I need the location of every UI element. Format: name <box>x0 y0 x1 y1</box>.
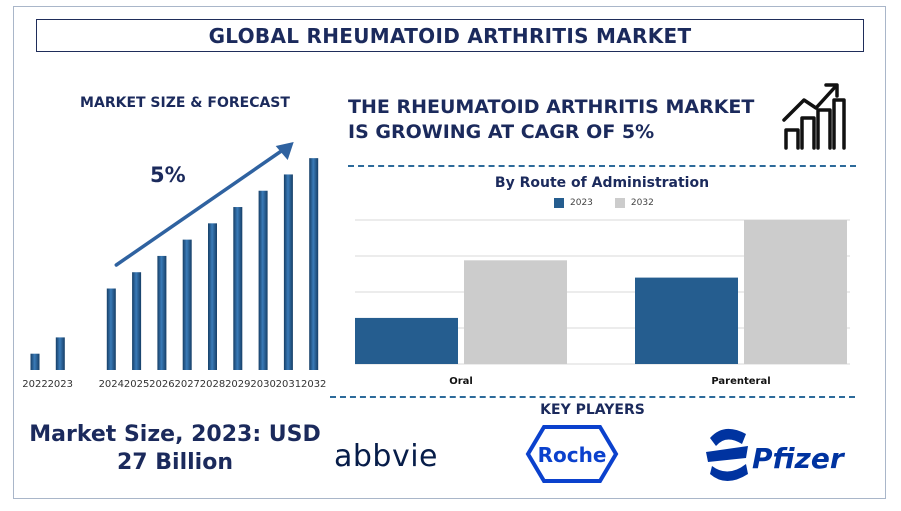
route-bar-parenteral-2032 <box>744 220 847 364</box>
outer-frame <box>13 6 886 499</box>
abbvie-wordmark: abbvie <box>334 439 438 474</box>
key-players-title: KEY PLAYERS <box>540 402 645 418</box>
route-tick-oral: Oral <box>449 376 473 387</box>
legend-swatch-2023 <box>554 198 564 208</box>
headline: THE RHEUMATOID ARTHRITIS MARKET IS GROWI… <box>348 96 755 143</box>
growth-chart-icon <box>782 83 846 150</box>
forecast-bar-2030 <box>258 190 268 370</box>
forecast-tick-2031: 2031 <box>276 379 301 390</box>
pfizer-logo: Pfizer <box>706 428 846 481</box>
forecast-tick-2030: 2030 <box>250 379 275 390</box>
abbvie-logo: abbvie <box>334 439 438 474</box>
route-bar-oral-2032 <box>464 260 567 364</box>
forecast-tick-2025: 2025 <box>124 379 149 390</box>
forecast-bar-2026 <box>157 255 167 370</box>
legend-label-2032: 2032 <box>630 198 654 208</box>
roche-wordmark: Roche <box>538 443 607 467</box>
forecast-bar-2031 <box>283 174 293 370</box>
route-tick-parenteral: Parenteral <box>711 376 770 387</box>
forecast-tick-2028: 2028 <box>200 379 225 390</box>
forecast-tick-2027: 2027 <box>174 379 199 390</box>
cagr-annotation: 5% <box>150 163 186 187</box>
forecast-tick-2032: 2032 <box>301 379 326 390</box>
forecast-tick-2024: 2024 <box>99 379 124 390</box>
forecast-bar-chart: 2022 2023 2024 2025 2026 2027 2028 2029 2030 2031… <box>22 142 326 390</box>
forecast-bar-2032 <box>309 158 319 370</box>
route-bar-parenteral-2023 <box>635 277 738 364</box>
forecast-bar-2023 <box>55 337 65 370</box>
forecast-bar-2029 <box>233 207 243 370</box>
trend-arrow-icon <box>114 142 294 267</box>
market-size-text: Market Size, 2023: USD 27 Billion <box>29 422 321 475</box>
roche-logo: Roche <box>525 425 619 483</box>
divider-top <box>348 165 856 167</box>
route-bar-oral-2023 <box>355 317 458 364</box>
legend-label-2023: 2023 <box>570 198 593 208</box>
forecast-bar-2022 <box>30 353 40 370</box>
forecast-subtitle: MARKET SIZE & FORECAST <box>80 95 290 111</box>
route-chart-title: By Route of Administration <box>494 175 710 191</box>
forecast-tick-2022: 2022 <box>22 379 47 390</box>
legend-swatch-2032 <box>614 198 625 208</box>
forecast-bar-2024 <box>106 288 116 370</box>
route-chart-legend: 2023 2032 <box>554 198 654 208</box>
divider-bottom <box>330 396 855 398</box>
forecast-bar-2028 <box>208 223 217 370</box>
forecast-tick-2029: 2029 <box>225 379 250 390</box>
forecast-bar-2025 <box>132 272 142 370</box>
legend-item-2023: 2023 <box>554 198 593 208</box>
forecast-tick-2026: 2026 <box>149 379 174 390</box>
pfizer-wordmark: Pfizer <box>752 442 846 475</box>
legend-item-2032: 2032 <box>614 198 654 208</box>
forecast-tick-2023: 2023 <box>48 379 73 390</box>
forecast-bar-2027 <box>182 239 192 370</box>
route-bar-chart: Oral Parenteral <box>355 219 850 387</box>
page-title: GLOBAL RHEUMATOID ARTHRITIS MARKET <box>36 19 864 52</box>
